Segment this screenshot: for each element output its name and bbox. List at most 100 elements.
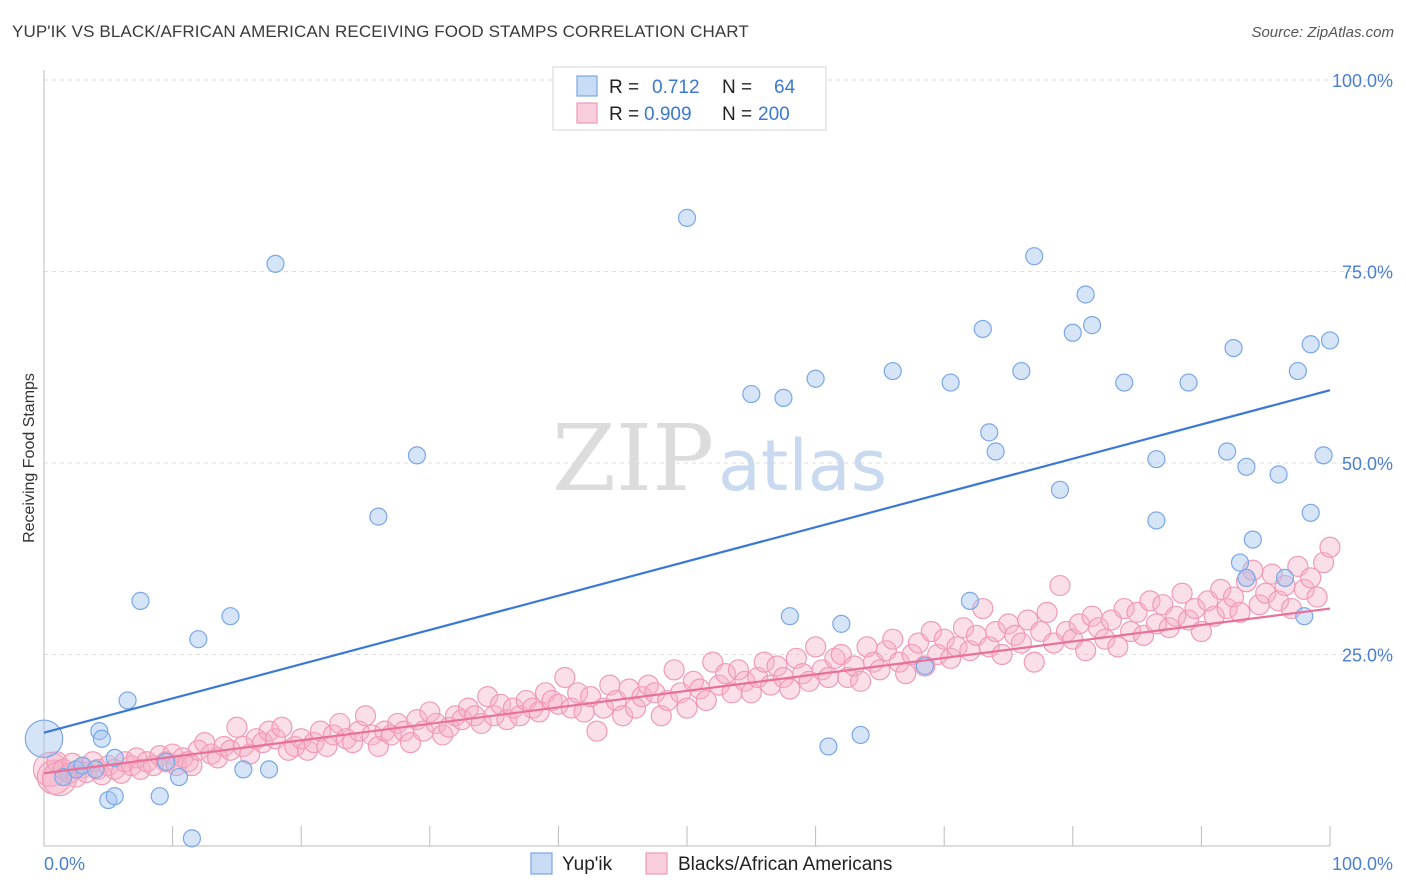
data-point — [271, 716, 293, 738]
data-point — [245, 728, 267, 750]
data-point — [869, 659, 891, 681]
bottom-legend-swatch-yupik — [530, 852, 553, 875]
data-point — [960, 591, 980, 610]
series-blacks-african-americans — [32, 536, 1341, 797]
bottom-legend-label-yupik: Yup'ik — [562, 854, 613, 875]
data-point — [169, 767, 189, 787]
legend-n-value-yupik: 64 — [774, 77, 796, 98]
data-point — [1115, 373, 1134, 392]
data-point — [105, 748, 124, 768]
data-point — [252, 731, 274, 754]
data-point — [895, 663, 917, 685]
grid-lines — [44, 79, 1392, 655]
data-point — [882, 628, 904, 650]
data-point — [1147, 511, 1166, 530]
data-point — [226, 716, 248, 738]
data-point — [554, 666, 576, 689]
trend-line — [43, 607, 1331, 775]
data-point — [819, 737, 838, 756]
y-axis-label: Receiving Food Stamps — [21, 373, 38, 543]
data-point — [806, 369, 825, 388]
data-point — [259, 760, 279, 779]
data-point — [933, 628, 955, 650]
legend-n-label-black: N = — [722, 104, 752, 125]
data-point — [1082, 316, 1102, 335]
data-point — [1076, 285, 1095, 304]
data-point — [1210, 578, 1232, 600]
watermark-atlas: atlas — [718, 425, 887, 507]
data-point — [1243, 530, 1262, 549]
data-point — [234, 760, 253, 779]
legend-swatch-black — [576, 102, 598, 124]
legend-frame — [552, 66, 827, 131]
data-point — [207, 747, 229, 769]
data-point — [1319, 536, 1341, 558]
data-point — [1320, 331, 1340, 350]
data-point — [753, 651, 775, 673]
data-point — [824, 647, 846, 669]
data-point — [1224, 339, 1243, 358]
data-point — [1237, 457, 1256, 476]
data-point — [131, 591, 150, 610]
legend-r-value-yupik: 0.712 — [652, 77, 700, 98]
data-point — [150, 787, 169, 806]
data-point — [1120, 620, 1142, 643]
data-point — [991, 643, 1013, 666]
y-tick-label: 50.0% — [1342, 454, 1393, 474]
bottom-legend-label-black: Blacks/African Americans — [678, 854, 892, 875]
data-point — [522, 697, 544, 719]
data-point — [24, 719, 64, 759]
data-point — [1269, 465, 1288, 484]
data-point — [342, 731, 364, 754]
legend-r-label-yupik: R = — [609, 77, 639, 98]
data-point — [1235, 571, 1258, 593]
data-point — [1184, 597, 1206, 620]
data-point — [86, 760, 105, 779]
x-tick-label-max: 100.0% — [1332, 854, 1393, 874]
data-point — [541, 689, 563, 712]
data-point — [851, 725, 870, 745]
data-point — [1023, 651, 1045, 673]
y-tick-labels: 25.0% 50.0% 75.0% 100.0% — [1332, 71, 1393, 666]
data-point — [837, 666, 859, 689]
data-point — [986, 442, 1005, 461]
legend-n-value-black: 200 — [758, 104, 790, 125]
data-point — [1049, 574, 1071, 597]
data-point — [714, 663, 737, 685]
data-point — [407, 446, 427, 465]
data-point — [1036, 601, 1058, 623]
series-yupik — [24, 208, 1340, 848]
legend-swatch-yupik — [576, 75, 598, 97]
data-point — [883, 361, 902, 381]
data-point — [952, 617, 975, 639]
legend-r-value-black: 0.909 — [644, 104, 692, 125]
data-point — [419, 701, 441, 723]
data-point — [832, 614, 851, 633]
data-point — [369, 507, 388, 526]
data-point — [221, 607, 240, 626]
data-point — [1300, 567, 1322, 589]
y-tick-label: 75.0% — [1342, 263, 1393, 283]
data-point — [850, 670, 872, 692]
data-point — [1255, 582, 1277, 604]
x-tick-marks — [43, 826, 1331, 846]
data-point — [1288, 361, 1307, 381]
data-point — [1216, 597, 1238, 620]
data-point — [1145, 613, 1167, 635]
data-point — [817, 666, 840, 689]
data-point — [477, 686, 499, 708]
legend-n-label-yupik: N = — [722, 77, 752, 98]
data-point — [586, 720, 608, 742]
data-point — [1171, 582, 1193, 604]
y-tick-label: 25.0% — [1342, 646, 1393, 666]
data-point — [92, 729, 111, 748]
data-point — [1179, 373, 1198, 392]
data-point — [766, 655, 788, 677]
data-point — [189, 630, 208, 649]
x-tick-label-min: 0.0% — [44, 854, 85, 874]
watermark-zip: ZIP — [552, 405, 714, 512]
data-point — [1203, 605, 1225, 627]
data-point — [354, 705, 377, 727]
data-point — [1218, 442, 1237, 461]
